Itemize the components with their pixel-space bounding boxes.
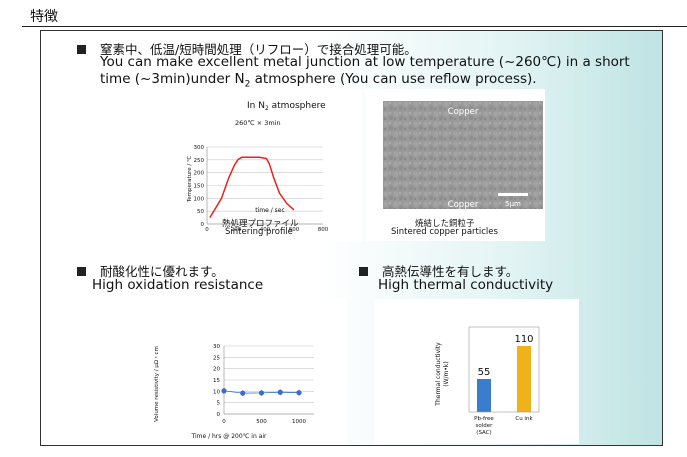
- feature1-jp-text: 窒素中、低温/短時間処理（リフロー）で接合処理可能。: [100, 42, 417, 57]
- resistivity-y-tick-label: 15: [213, 378, 220, 384]
- scale-bar: [498, 193, 528, 196]
- resistivity-y-tick-label: 10: [213, 389, 220, 395]
- feature1-en-line2: time (~3min)under N2 atmosphere (You can…: [100, 71, 537, 90]
- resistivity-x-tick-label: 0: [222, 419, 226, 425]
- scale-bar-label: 5μm: [505, 200, 521, 208]
- bullet-square-icon: [77, 267, 86, 276]
- resistivity-xlabel: Time / hrs @ 200℃ in air: [190, 433, 267, 440]
- feature2-en-text: High oxidation resistance: [92, 277, 264, 293]
- sintering-profile-chart: In N2 atmosphere 0 50 100 150 200 250 300 0 200 4…: [186, 101, 329, 233]
- feature1-en-line2-sub: 2: [244, 79, 251, 90]
- resistivity-x-tick-label: 500: [256, 419, 267, 425]
- feature3-jp-text: 高熱伝導性を有します。: [382, 264, 519, 279]
- conductivity-card: 55 110 Thermal conductivity (W/m•k) Pb-fr…: [374, 299, 579, 444]
- profile-y-tick-label: 0: [201, 222, 205, 228]
- micrograph-label-top: Copper: [448, 107, 479, 117]
- feature3-jp-heading: 高熱伝導性を有します。: [359, 261, 518, 280]
- profile-caption-jp: 熱処理プロファイル: [222, 219, 299, 229]
- feature3-en-text: High thermal conductivity: [378, 277, 554, 293]
- resistivity-x-tick-label: 1000: [292, 419, 306, 425]
- profile-y-tick-label: 150: [194, 184, 205, 190]
- copper-micrograph-image: Copper Copper 5μm: [383, 101, 543, 209]
- micrograph-card: Copper Copper 5μm 焼結した銅粒子 Sintered coppe…: [365, 89, 545, 241]
- resistivity-y-tick-label: 30: [213, 344, 220, 350]
- feature1-en-line1: You can make excellent metal junction at…: [100, 54, 630, 70]
- conductivity-bar: [517, 346, 531, 412]
- profile-y-tick-label: 50: [197, 209, 204, 215]
- feature1-en-line2-a: time (~3min)under N: [100, 71, 245, 87]
- conductivity-chart: 55 110 Thermal conductivity (W/m•k) Pb-fr…: [435, 326, 540, 436]
- profile-y-tick-label: 100: [194, 196, 205, 202]
- resistivity-chart: 0 5 10 15 20 25 30 0 500 1000 Volume resistivity …: [154, 344, 314, 440]
- feature2-jp-heading: 耐酸化性に優れます。: [77, 261, 224, 280]
- feature1-jp-heading: 窒素中、低温/短時間処理（リフロー）で接合処理可能。: [77, 39, 417, 58]
- resistivity-point: [221, 388, 227, 394]
- resistivity-y-tick-label: 25: [213, 355, 220, 361]
- bar2-label: Cu ink: [515, 416, 533, 422]
- sintering-profile-card: In N2 atmosphere 0 50 100 150 200 250 300 0 200 4…: [110, 89, 362, 241]
- conductivity-ylabel-2: (W/m•k): [443, 361, 450, 387]
- bar1-label-line1: Pb-free: [474, 416, 494, 422]
- bullet-square-icon: [77, 45, 86, 54]
- header-rule: [22, 26, 687, 27]
- features-panel: 窒素中、低温/短時間処理（リフロー）で接合処理可能。 You can make …: [40, 30, 663, 446]
- profile-x-tick-label: 0: [205, 227, 209, 233]
- profile-ylabel: Temperature / ℃: [186, 156, 193, 203]
- profile-x-tick-label: 400: [260, 227, 271, 233]
- feature2-jp-text: 耐酸化性に優れます。: [100, 264, 224, 279]
- conductivity-bar: [477, 379, 491, 412]
- resistivity-point: [258, 390, 265, 396]
- page-header-title: 特徴: [30, 9, 58, 25]
- resistivity-point: [277, 389, 283, 395]
- resistivity-card: 0 5 10 15 20 25 30 0 500 1000 Volume resistivity …: [104, 299, 346, 444]
- bar1-label-line2: solder: [476, 423, 494, 429]
- profile-x-tick-label: 600: [289, 227, 300, 233]
- profile-y-tick-label: 250: [194, 158, 205, 164]
- profile-x-tick-label: 200: [231, 227, 242, 233]
- micrograph-caption-jp: 焼結した銅粒子: [415, 219, 475, 229]
- profile-y-tick-label: 200: [194, 171, 205, 177]
- micrograph-caption-en: Sintered copper particles: [391, 227, 498, 237]
- conductivity-ylabel-1: Thermal conductivity: [435, 342, 442, 407]
- feature1-en-line2-b: atmosphere (You can use reflow process).: [250, 71, 537, 87]
- profile-xlabel: time / sec: [255, 207, 285, 214]
- micrograph-label-bottom: Copper: [448, 200, 479, 209]
- resistivity-y-tick-label: 0: [217, 412, 221, 418]
- resistivity-point: [240, 390, 246, 396]
- resistivity-point: [296, 390, 302, 396]
- bullet-square-icon: [359, 267, 368, 276]
- conductivity-bar-value: 55: [478, 367, 491, 378]
- conductivity-bar-value: 110: [514, 334, 533, 345]
- profile-chart-title: In N2 atmosphere: [247, 101, 326, 112]
- resistivity-ylabel: Volume resistivity / μΩ・cm: [154, 346, 160, 422]
- profile-x-tick-label: 800: [318, 227, 329, 233]
- profile-annotation: 260℃ × 3min: [235, 119, 281, 127]
- profile-caption-en: Sintering profile: [225, 227, 293, 237]
- profile-series-line: [209, 156, 295, 218]
- bar1-label-line3: (SAC): [476, 430, 491, 436]
- conductivity-plot-frame: [468, 326, 540, 413]
- resistivity-y-tick-label: 5: [217, 401, 221, 407]
- profile-y-tick-label: 300: [194, 145, 205, 151]
- resistivity-y-tick-label: 20: [213, 367, 220, 373]
